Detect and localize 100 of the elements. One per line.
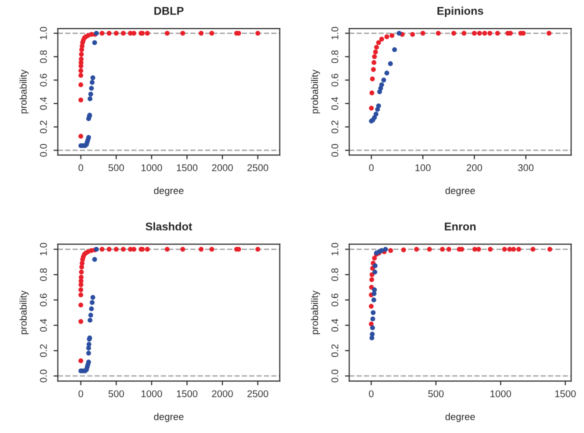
point <box>427 246 432 252</box>
point <box>373 50 378 54</box>
point <box>372 256 377 261</box>
point <box>164 246 170 252</box>
point <box>502 246 507 252</box>
point <box>436 30 441 36</box>
x-tick-label: 500 <box>428 390 444 398</box>
chart-title: Slashdot <box>146 222 192 230</box>
point <box>86 135 92 140</box>
point <box>476 246 482 252</box>
y-tick-label: 0.4 <box>40 97 47 110</box>
y-tick-label: 1.0 <box>331 242 338 256</box>
point <box>132 246 136 252</box>
point <box>144 30 150 36</box>
point <box>374 44 379 50</box>
x-axis-title: degree <box>154 413 184 422</box>
point <box>396 30 402 36</box>
y-tick-label: 0.4 <box>331 318 338 332</box>
x-tick-label: 100 <box>415 164 431 172</box>
point <box>89 86 94 91</box>
point <box>78 134 84 139</box>
x-tick-label: 1500 <box>176 390 198 398</box>
point <box>114 246 119 252</box>
y-tick-label: 0.6 <box>40 294 47 306</box>
point <box>511 246 516 252</box>
x-tick-label: 2500 <box>247 390 268 398</box>
point <box>381 78 386 82</box>
y-tick-label: 0.0 <box>331 144 338 157</box>
point <box>379 82 384 88</box>
point <box>374 112 378 116</box>
point <box>372 263 378 268</box>
y-tick-label: 0.0 <box>40 144 47 157</box>
point <box>106 30 112 36</box>
point <box>180 30 186 36</box>
y-tick-label: 0.8 <box>40 50 47 64</box>
point <box>144 246 150 252</box>
y-tick-label: 1.0 <box>40 26 47 40</box>
y-tick-label: 1.0 <box>40 242 47 256</box>
x-axis-title: degree <box>445 186 475 196</box>
y-axis-title: probability <box>20 70 29 114</box>
point <box>78 52 84 57</box>
point <box>78 68 84 74</box>
point <box>472 30 477 36</box>
point <box>487 30 492 36</box>
point <box>392 47 397 52</box>
point <box>86 360 92 364</box>
y-tick-label: 0.6 <box>331 294 338 306</box>
point <box>132 30 136 36</box>
y-tick-label: 0.2 <box>331 344 338 358</box>
point <box>78 56 84 62</box>
point <box>401 248 406 252</box>
point <box>209 246 214 252</box>
point <box>370 310 376 316</box>
x-tick-label: 1500 <box>555 390 576 398</box>
point <box>86 350 92 356</box>
x-tick-label: 0 <box>78 390 84 398</box>
point <box>370 332 375 337</box>
point <box>369 277 374 282</box>
point <box>78 73 84 78</box>
point <box>78 358 84 364</box>
chart-title: Enron <box>444 222 476 230</box>
chart-title: Epinions <box>437 6 484 17</box>
point <box>92 40 98 46</box>
x-tick-label: 2500 <box>247 164 268 172</box>
point <box>78 292 84 298</box>
point <box>255 246 260 252</box>
point <box>410 32 415 37</box>
point <box>384 34 390 40</box>
point <box>120 246 126 252</box>
y-tick-label: 0.4 <box>40 318 47 332</box>
point <box>372 54 377 60</box>
y-tick-label: 0.4 <box>331 97 338 110</box>
y-tick-label: 0.6 <box>331 74 338 86</box>
point <box>379 248 384 253</box>
point <box>89 306 94 312</box>
point <box>372 270 378 274</box>
point <box>372 287 377 292</box>
point <box>462 30 466 36</box>
point <box>420 30 426 36</box>
point <box>86 342 92 347</box>
point <box>383 246 388 252</box>
x-tick-label: 2000 <box>212 164 233 172</box>
point <box>530 246 536 252</box>
point <box>78 274 84 280</box>
y-tick-label: 1.0 <box>331 26 338 40</box>
point <box>384 70 390 76</box>
chart-title: DBLP <box>154 7 184 15</box>
x-tick-label: 1500 <box>176 164 198 172</box>
point <box>546 30 552 36</box>
point <box>78 319 84 324</box>
point <box>376 40 381 46</box>
point <box>90 80 95 85</box>
y-tick-label: 0.2 <box>331 120 338 134</box>
x-tick-label: 0 <box>369 164 374 172</box>
point <box>90 75 96 80</box>
point <box>376 103 381 108</box>
x-tick-label: 300 <box>518 164 534 172</box>
point <box>88 96 92 102</box>
point <box>370 316 376 322</box>
x-tick-label: 1000 <box>142 390 162 398</box>
